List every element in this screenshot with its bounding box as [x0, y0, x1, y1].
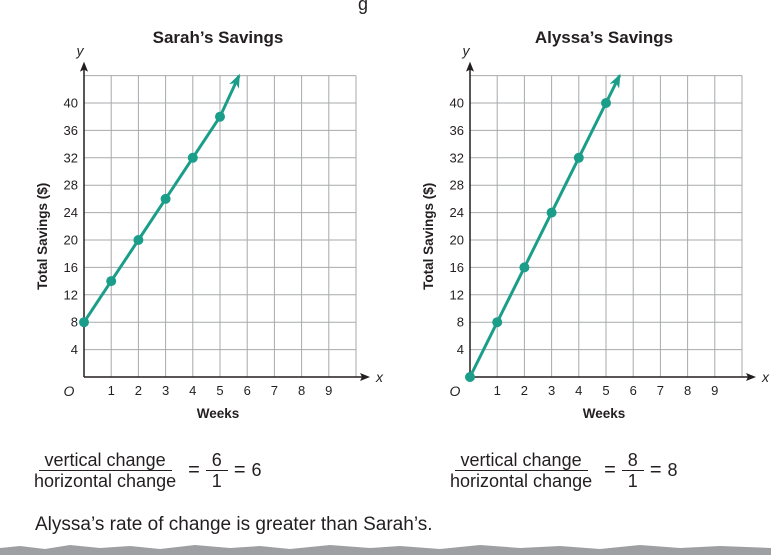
y-tick-label: 28	[450, 178, 464, 193]
equals-sign: =	[604, 459, 616, 481]
x-tick-label: 9	[711, 383, 718, 398]
y-tick-label: 40	[450, 96, 464, 111]
fraction-numerator: vertical change	[454, 450, 588, 471]
y-tick-label: 16	[64, 260, 78, 275]
data-point	[573, 152, 584, 163]
x-tick-label: 9	[325, 383, 332, 398]
x-tick-label: 7	[271, 383, 278, 398]
series-arrowhead	[609, 73, 621, 89]
fraction-denominator: 1	[627, 471, 638, 491]
x-axis-letter: x	[375, 369, 384, 385]
value-fraction: 6 1	[205, 450, 228, 491]
x-axis-arrowhead	[746, 373, 756, 381]
x-tick-label: 7	[657, 383, 664, 398]
conclusion-text: Alyssa’s rate of change is greater than …	[35, 514, 433, 535]
y-axis-letter: y	[76, 43, 85, 59]
y-axis-letter: y	[462, 43, 471, 59]
x-axis-letter: x	[761, 369, 770, 385]
rate-result: 8	[667, 460, 678, 480]
fraction-numerator: 8	[621, 450, 644, 471]
y-tick-label: 20	[450, 233, 464, 248]
x-tick-label: 6	[244, 383, 251, 398]
fraction-denominator: horizontal change	[34, 471, 177, 491]
rate-fraction: vertical change horizontal change	[28, 450, 182, 491]
sarah-rate-equation: vertical change horizontal change = 6 1 …	[28, 450, 262, 491]
x-tick-label: 8	[684, 383, 691, 398]
x-tick-label: 8	[298, 383, 305, 398]
y-tick-label: 40	[64, 96, 78, 111]
data-point	[187, 152, 198, 163]
rate-result: 6	[251, 460, 262, 480]
y-tick-label: 8	[71, 315, 78, 330]
y-tick-label: 32	[64, 150, 78, 165]
y-tick-label: 28	[64, 178, 78, 193]
x-axis-title: Weeks	[583, 406, 626, 421]
fraction-denominator: 1	[211, 471, 222, 491]
y-tick-label: 20	[64, 233, 78, 248]
equals-sign: =	[649, 459, 662, 481]
y-tick-label: 36	[450, 123, 464, 138]
data-point	[160, 193, 171, 204]
x-tick-label: 2	[521, 383, 528, 398]
fraction-denominator: horizontal change	[450, 471, 593, 491]
x-axis-title: Weeks	[197, 406, 240, 421]
header-fragment: g	[358, 0, 369, 14]
y-tick-label: 24	[450, 205, 464, 220]
y-axis-arrowhead	[466, 61, 474, 72]
y-tick-label: 8	[457, 315, 464, 330]
y-tick-label: 12	[450, 287, 464, 302]
alyssa-rate-equation: vertical change horizontal change = 8 1 …	[444, 450, 678, 491]
x-tick-label: 1	[494, 383, 501, 398]
rate-fraction: vertical change horizontal change	[444, 450, 598, 491]
x-tick-label: 6	[630, 383, 637, 398]
y-axis-arrowhead	[80, 61, 88, 72]
x-tick-label: 4	[575, 383, 582, 398]
equals-sign: =	[233, 459, 246, 481]
x-tick-label: 4	[189, 383, 196, 398]
data-point	[492, 317, 503, 328]
fraction-numerator: 6	[205, 450, 228, 471]
y-tick-label: 16	[450, 260, 464, 275]
x-tick-label: 5	[602, 383, 609, 398]
origin-label: O	[450, 383, 461, 399]
y-axis-title: Total Savings ($)	[35, 183, 50, 290]
y-tick-label: 4	[71, 342, 78, 357]
y-tick-label: 12	[64, 287, 78, 302]
x-tick-label: 3	[162, 383, 169, 398]
y-axis-title: Total Savings ($)	[421, 183, 436, 290]
series-arrowhead	[229, 73, 240, 89]
data-point	[79, 317, 89, 328]
data-point	[601, 98, 611, 108]
x-tick-label: 5	[216, 383, 223, 398]
x-tick-label: 2	[135, 383, 142, 398]
x-tick-label: 3	[548, 383, 555, 398]
data-point	[465, 372, 475, 382]
series-line	[468, 74, 621, 378]
y-tick-label: 36	[64, 123, 78, 138]
y-tick-label: 32	[450, 150, 464, 165]
y-tick-label: 4	[457, 342, 464, 357]
value-fraction: 8 1	[621, 450, 644, 491]
y-tick-label: 24	[64, 205, 78, 220]
equals-sign: =	[188, 459, 200, 481]
data-point	[215, 111, 225, 122]
fraction-numerator: vertical change	[38, 450, 172, 471]
data-point	[106, 276, 117, 287]
data-point	[546, 207, 557, 218]
chart-title: Sarah’s Savings	[153, 28, 284, 47]
torn-paper-edge	[0, 545, 771, 555]
origin-label: O	[64, 383, 75, 399]
x-axis-arrowhead	[360, 373, 370, 381]
data-point	[519, 262, 530, 273]
x-tick-label: 1	[108, 383, 115, 398]
chart-title: Alyssa’s Savings	[535, 28, 673, 47]
data-point	[133, 235, 144, 245]
